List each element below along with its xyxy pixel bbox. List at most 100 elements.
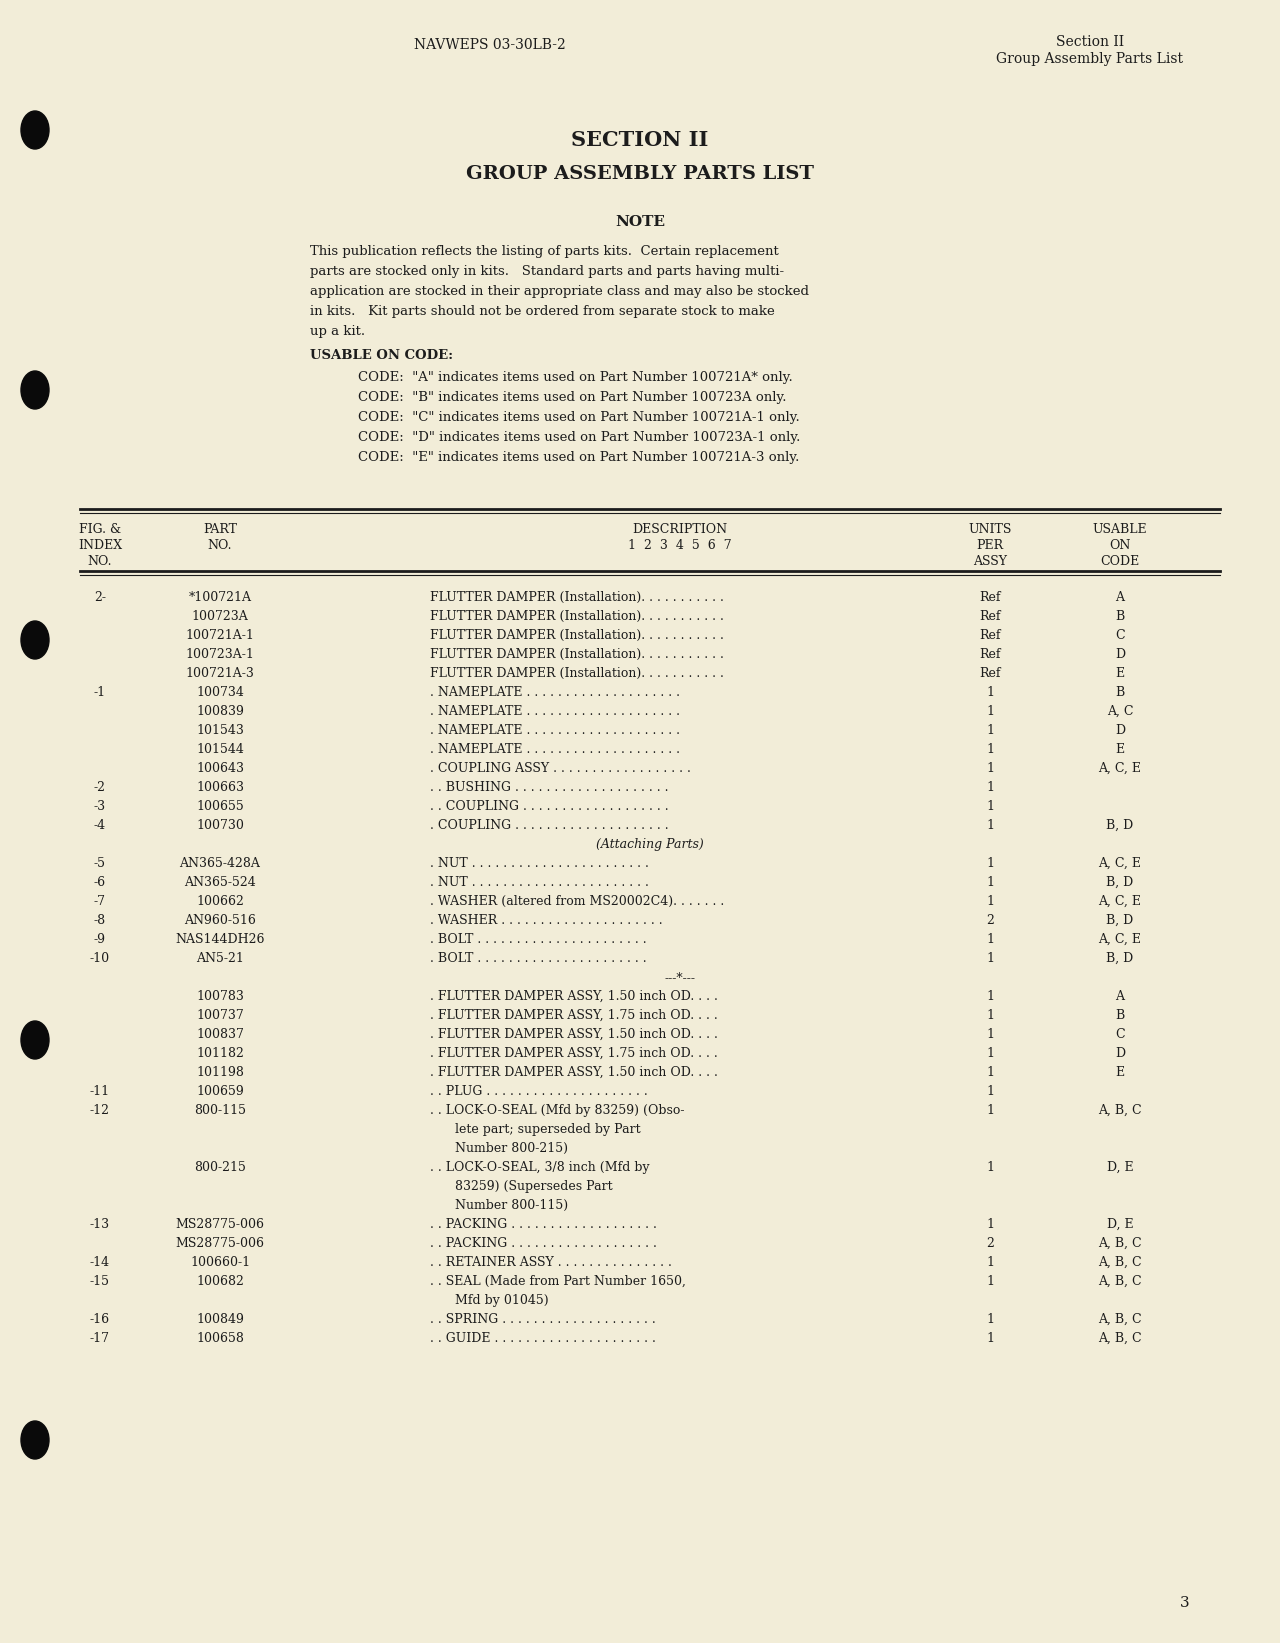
Text: . . PACKING . . . . . . . . . . . . . . . . . . .: . . PACKING . . . . . . . . . . . . . . … — [430, 1217, 657, 1231]
Text: NAVWEPS 03-30LB-2: NAVWEPS 03-30LB-2 — [415, 38, 566, 53]
Text: Ref: Ref — [979, 629, 1001, 642]
Text: 1: 1 — [986, 1275, 995, 1288]
Text: 100682: 100682 — [196, 1275, 244, 1288]
Text: 2-: 2- — [93, 591, 106, 605]
Text: in kits.   Kit parts should not be ordered from separate stock to make: in kits. Kit parts should not be ordered… — [310, 306, 774, 319]
Text: E: E — [1115, 1066, 1125, 1079]
Text: . . SPRING . . . . . . . . . . . . . . . . . . . .: . . SPRING . . . . . . . . . . . . . . .… — [430, 1313, 655, 1326]
Text: SECTION II: SECTION II — [571, 130, 709, 150]
Text: 1: 1 — [986, 818, 995, 831]
Text: Section II: Section II — [1056, 35, 1124, 49]
Text: *100721A: *100721A — [188, 591, 251, 605]
Text: CODE: CODE — [1101, 555, 1139, 568]
Text: 101543: 101543 — [196, 725, 244, 738]
Text: -15: -15 — [90, 1275, 110, 1288]
Text: 100660-1: 100660-1 — [189, 1255, 250, 1268]
Text: -6: -6 — [93, 876, 106, 889]
Text: 2: 2 — [986, 914, 995, 927]
Text: A, C, E: A, C, E — [1098, 762, 1142, 775]
Text: -13: -13 — [90, 1217, 110, 1231]
Text: -11: -11 — [90, 1084, 110, 1098]
Text: -9: -9 — [93, 933, 106, 946]
Text: Ref: Ref — [979, 610, 1001, 623]
Text: -4: -4 — [93, 818, 106, 831]
Text: . NUT . . . . . . . . . . . . . . . . . . . . . . .: . NUT . . . . . . . . . . . . . . . . . … — [430, 876, 649, 889]
Text: . . PLUG . . . . . . . . . . . . . . . . . . . . .: . . PLUG . . . . . . . . . . . . . . . .… — [430, 1084, 648, 1098]
Text: 1: 1 — [986, 800, 995, 813]
Text: . . PACKING . . . . . . . . . . . . . . . . . . .: . . PACKING . . . . . . . . . . . . . . … — [430, 1237, 657, 1250]
Text: B, D: B, D — [1106, 876, 1134, 889]
Text: NO.: NO. — [207, 539, 232, 552]
Text: D: D — [1115, 1047, 1125, 1060]
Text: D: D — [1115, 647, 1125, 660]
Text: B: B — [1115, 687, 1125, 698]
Text: 1: 1 — [986, 705, 995, 718]
Text: application are stocked in their appropriate class and may also be stocked: application are stocked in their appropr… — [310, 284, 809, 297]
Text: 100662: 100662 — [196, 895, 244, 909]
Text: AN365-524: AN365-524 — [184, 876, 256, 889]
Text: 101544: 101544 — [196, 743, 244, 756]
Text: -14: -14 — [90, 1255, 110, 1268]
Text: 100658: 100658 — [196, 1332, 244, 1346]
Ellipse shape — [20, 112, 49, 150]
Text: E: E — [1115, 743, 1125, 756]
Text: 1: 1 — [986, 687, 995, 698]
Text: CODE:  "B" indicates items used on Part Number 100723A only.: CODE: "B" indicates items used on Part N… — [358, 391, 786, 404]
Ellipse shape — [20, 1421, 49, 1459]
Text: 1: 1 — [986, 951, 995, 964]
Text: CODE:  "C" indicates items used on Part Number 100721A-1 only.: CODE: "C" indicates items used on Part N… — [358, 411, 800, 424]
Text: C: C — [1115, 629, 1125, 642]
Text: 100839: 100839 — [196, 705, 244, 718]
Text: B: B — [1115, 1009, 1125, 1022]
Text: FLUTTER DAMPER (Installation). . . . . . . . . . .: FLUTTER DAMPER (Installation). . . . . .… — [430, 610, 724, 623]
Text: AN960-516: AN960-516 — [184, 914, 256, 927]
Text: Group Assembly Parts List: Group Assembly Parts List — [997, 53, 1184, 66]
Text: parts are stocked only in kits.   Standard parts and parts having multi-: parts are stocked only in kits. Standard… — [310, 265, 785, 278]
Text: . FLUTTER DAMPER ASSY, 1.50 inch OD. . . .: . FLUTTER DAMPER ASSY, 1.50 inch OD. . .… — [430, 1066, 718, 1079]
Text: -2: -2 — [93, 780, 106, 794]
Text: lete part; superseded by Part: lete part; superseded by Part — [454, 1124, 640, 1135]
Text: . NAMEPLATE . . . . . . . . . . . . . . . . . . . .: . NAMEPLATE . . . . . . . . . . . . . . … — [430, 687, 680, 698]
Text: 1: 1 — [986, 743, 995, 756]
Text: B, D: B, D — [1106, 951, 1134, 964]
Text: 1: 1 — [986, 1332, 995, 1346]
Text: 1: 1 — [986, 1009, 995, 1022]
Text: A, B, C: A, B, C — [1098, 1104, 1142, 1117]
Text: CODE:  "D" indicates items used on Part Number 100723A-1 only.: CODE: "D" indicates items used on Part N… — [358, 430, 800, 444]
Text: A, B, C: A, B, C — [1098, 1313, 1142, 1326]
Text: . FLUTTER DAMPER ASSY, 1.75 inch OD. . . .: . FLUTTER DAMPER ASSY, 1.75 inch OD. . .… — [430, 1009, 718, 1022]
Text: A, C, E: A, C, E — [1098, 933, 1142, 946]
Text: . FLUTTER DAMPER ASSY, 1.50 inch OD. . . .: . FLUTTER DAMPER ASSY, 1.50 inch OD. . .… — [430, 1029, 718, 1042]
Text: 1: 1 — [986, 876, 995, 889]
Text: 1: 1 — [986, 1104, 995, 1117]
Text: Ref: Ref — [979, 667, 1001, 680]
Text: This publication reflects the listing of parts kits.  Certain replacement: This publication reflects the listing of… — [310, 245, 778, 258]
Text: D, E: D, E — [1107, 1217, 1133, 1231]
Text: 1: 1 — [986, 780, 995, 794]
Text: . . LOCK-O-SEAL, 3/8 inch (Mfd by: . . LOCK-O-SEAL, 3/8 inch (Mfd by — [430, 1162, 650, 1175]
Text: 100783: 100783 — [196, 991, 244, 1002]
Text: 1: 1 — [986, 1162, 995, 1175]
Text: 1: 1 — [986, 1084, 995, 1098]
Text: . NUT . . . . . . . . . . . . . . . . . . . . . . .: . NUT . . . . . . . . . . . . . . . . . … — [430, 858, 649, 871]
Text: Mfd by 01045): Mfd by 01045) — [454, 1295, 549, 1306]
Text: . NAMEPLATE . . . . . . . . . . . . . . . . . . . .: . NAMEPLATE . . . . . . . . . . . . . . … — [430, 725, 680, 738]
Text: FLUTTER DAMPER (Installation). . . . . . . . . . .: FLUTTER DAMPER (Installation). . . . . .… — [430, 629, 724, 642]
Text: USABLE: USABLE — [1093, 522, 1147, 536]
Text: FIG. &: FIG. & — [79, 522, 122, 536]
Text: 100663: 100663 — [196, 780, 244, 794]
Text: PER: PER — [977, 539, 1004, 552]
Text: . COUPLING . . . . . . . . . . . . . . . . . . . .: . COUPLING . . . . . . . . . . . . . . .… — [430, 818, 668, 831]
Text: Number 800-115): Number 800-115) — [454, 1199, 568, 1213]
Text: USABLE ON CODE:: USABLE ON CODE: — [310, 348, 453, 361]
Text: Ref: Ref — [979, 591, 1001, 605]
Text: 100734: 100734 — [196, 687, 244, 698]
Text: CODE:  "E" indicates items used on Part Number 100721A-3 only.: CODE: "E" indicates items used on Part N… — [358, 450, 800, 463]
Text: A, B, C: A, B, C — [1098, 1275, 1142, 1288]
Text: GROUP ASSEMBLY PARTS LIST: GROUP ASSEMBLY PARTS LIST — [466, 164, 814, 182]
Text: 1: 1 — [986, 762, 995, 775]
Text: -17: -17 — [90, 1332, 110, 1346]
Text: AN365-428A: AN365-428A — [179, 858, 260, 871]
Text: 1: 1 — [986, 991, 995, 1002]
Text: CODE:  "A" indicates items used on Part Number 100721A* only.: CODE: "A" indicates items used on Part N… — [358, 371, 792, 384]
